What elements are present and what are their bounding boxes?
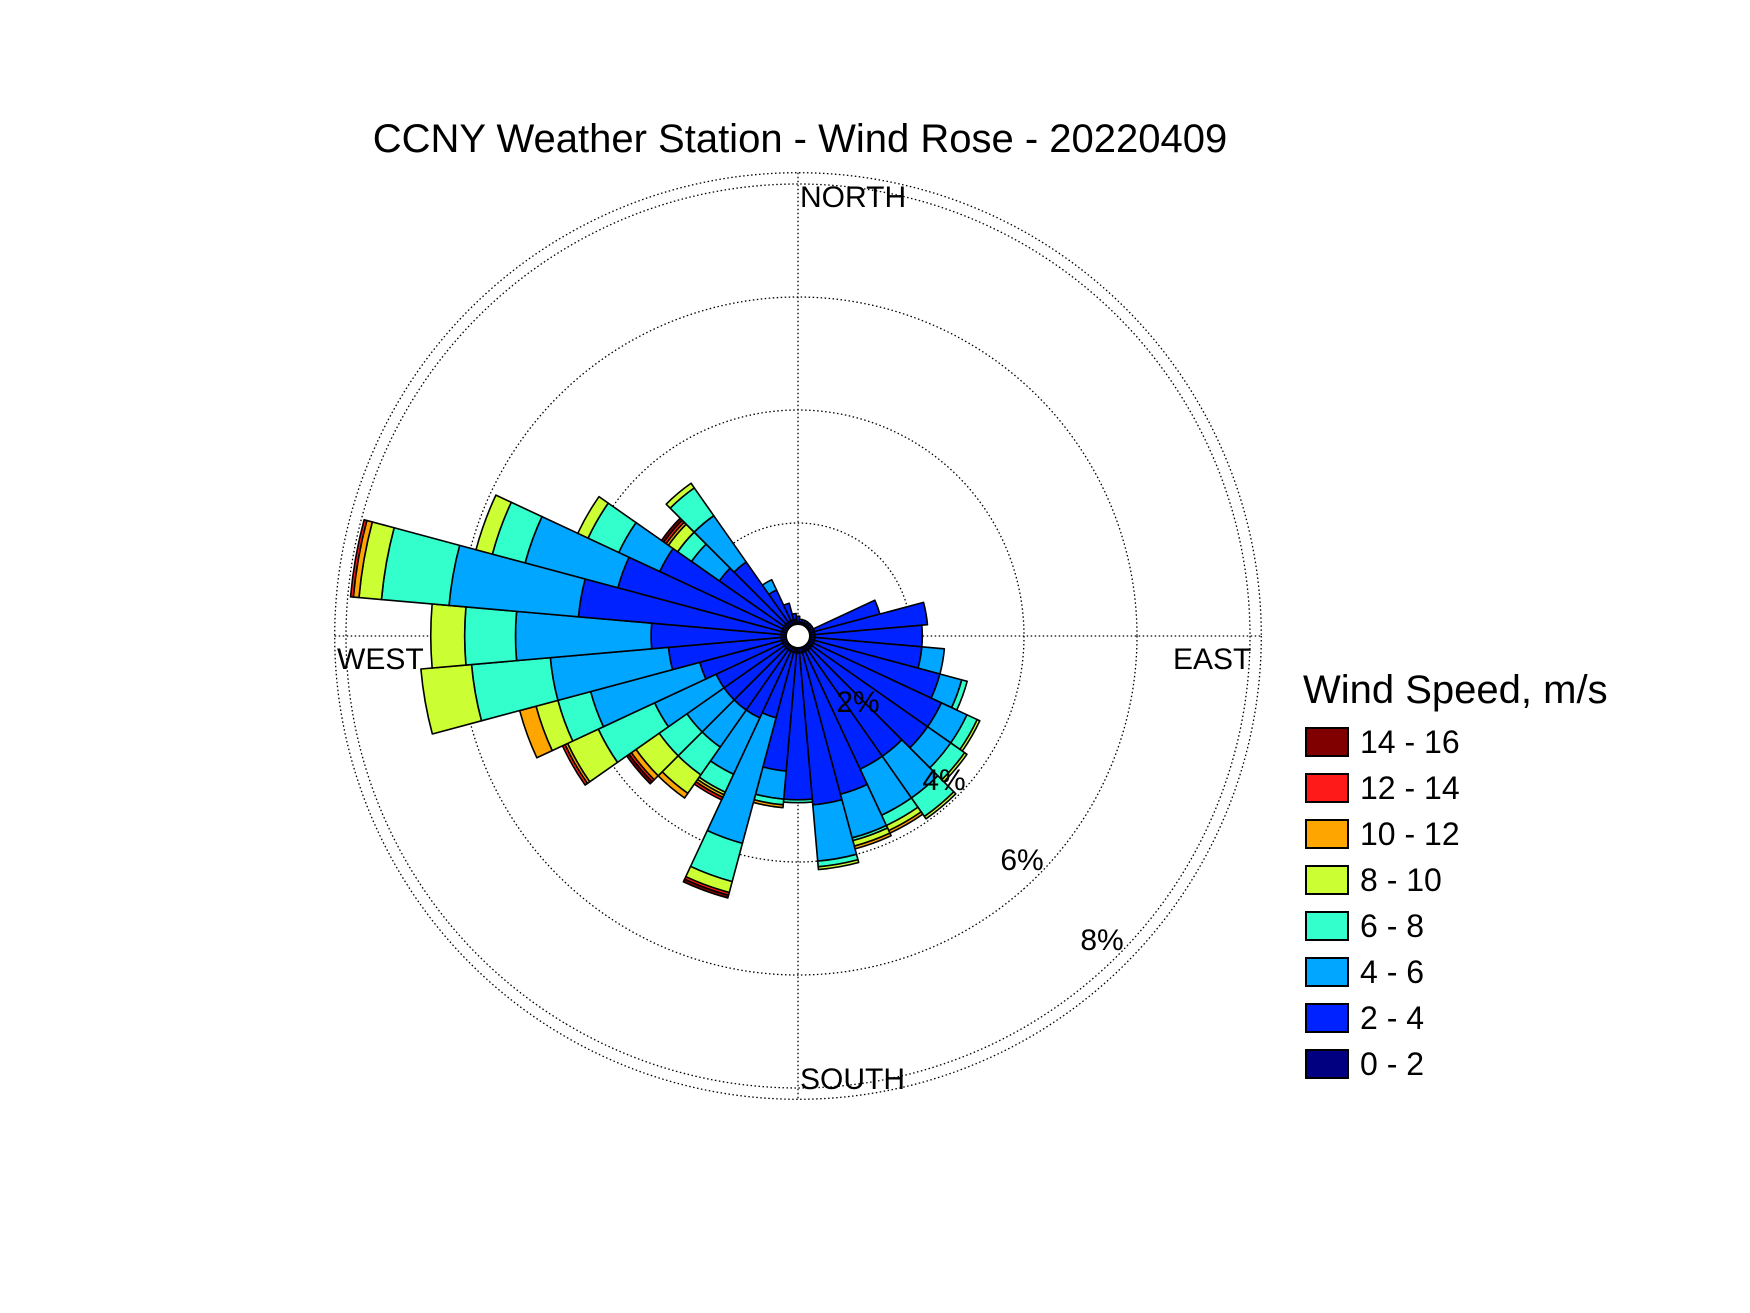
legend-label: 12 - 14 xyxy=(1360,770,1460,806)
legend-label: 10 - 12 xyxy=(1360,816,1460,852)
sector-280-bin-6-8 xyxy=(380,526,461,607)
sector-180-bin-6-8 xyxy=(782,798,814,804)
sector-140deg xyxy=(804,643,957,820)
center-hole xyxy=(785,623,811,649)
legend-swatch xyxy=(1305,1003,1349,1033)
sector-320-bin-8-10 xyxy=(665,482,696,509)
legend-item-8-10: 8 - 10 xyxy=(1305,862,1442,898)
sector-250deg xyxy=(518,638,788,759)
sector-320deg xyxy=(665,482,792,629)
chart-title: CCNY Weather Station - Wind Rose - 20220… xyxy=(373,117,1228,161)
sector-280deg xyxy=(349,518,788,636)
sector-330deg xyxy=(761,578,794,627)
legend-item-14-16: 14 - 16 xyxy=(1305,724,1460,760)
legend-item-0-2: 0 - 2 xyxy=(1305,1046,1424,1082)
sector-330-bin-4-6 xyxy=(761,578,778,596)
grid-ring-8pct xyxy=(345,183,1251,1089)
sector-340-bin-2-4 xyxy=(782,602,795,622)
polar-grid xyxy=(334,172,1262,1100)
sector-160deg xyxy=(800,646,892,850)
sector-290-bin-8-10 xyxy=(475,494,513,555)
sector-220deg xyxy=(657,643,792,799)
legend-label: 2 - 4 xyxy=(1360,1000,1424,1036)
sector-310deg xyxy=(660,517,791,630)
sector-130deg xyxy=(805,642,968,783)
ring-label-4pct: 4% xyxy=(922,764,965,797)
ring-label-6pct: 6% xyxy=(1000,844,1043,877)
legend-swatch xyxy=(1305,819,1349,849)
legend-label: 8 - 10 xyxy=(1360,862,1442,898)
sector-280-bin-12-14 xyxy=(349,518,368,598)
legend-swatch xyxy=(1305,773,1349,803)
compass-label-south: SOUTH xyxy=(800,1063,905,1096)
legend-title: Wind Speed, m/s xyxy=(1303,668,1608,712)
grid-ring-outer xyxy=(334,172,1262,1100)
compass-label-east: EAST xyxy=(1173,643,1251,676)
legend-label: 6 - 8 xyxy=(1360,908,1424,944)
legend: Wind Speed, m/s 14 - 16 12 - 14 10 - 12 8 -… xyxy=(1303,668,1608,1082)
radial-tick-labels: 2% 4% 6% 8% xyxy=(836,686,1123,957)
legend-item-4-6: 4 - 6 xyxy=(1305,954,1424,990)
sector-140-bin-8-10 xyxy=(923,791,957,820)
legend-swatch xyxy=(1305,911,1349,941)
legend-label: 14 - 16 xyxy=(1360,724,1460,760)
legend-label: 4 - 6 xyxy=(1360,954,1424,990)
legend-swatch xyxy=(1305,865,1349,895)
legend-item-12-14: 12 - 14 xyxy=(1305,770,1460,806)
sector-300-bin-8-10 xyxy=(577,495,610,539)
ring-label-2pct: 2% xyxy=(836,686,879,719)
sector-200-bin-14-16 xyxy=(682,878,730,899)
ring-label-8pct: 8% xyxy=(1080,924,1123,957)
sector-270-bin-6-8 xyxy=(463,606,518,666)
wind-sectors xyxy=(349,482,981,899)
sector-350-bin-2-4 xyxy=(791,612,798,621)
legend-item-6-8: 6 - 8 xyxy=(1305,908,1424,944)
legend-item-10-12: 10 - 12 xyxy=(1305,816,1460,852)
legend-item-2-4: 2 - 4 xyxy=(1305,1000,1424,1036)
legend-items: 14 - 16 12 - 14 10 - 12 8 - 10 6 - 8 4 - 6 2 -… xyxy=(1305,724,1460,1082)
compass-label-west: WEST xyxy=(337,643,424,676)
sector-260deg xyxy=(420,636,788,735)
compass-label-north: NORTH xyxy=(800,181,906,214)
legend-swatch xyxy=(1305,1049,1349,1079)
sector-210deg xyxy=(693,645,794,801)
sector-200deg xyxy=(682,646,796,899)
sector-270-bin-8-10 xyxy=(430,603,467,669)
legend-swatch xyxy=(1305,957,1349,987)
sector-170-bin-8-10 xyxy=(817,858,860,871)
sector-260-bin-8-10 xyxy=(420,663,483,735)
legend-label: 0 - 2 xyxy=(1360,1046,1424,1082)
legend-swatch xyxy=(1305,727,1349,757)
